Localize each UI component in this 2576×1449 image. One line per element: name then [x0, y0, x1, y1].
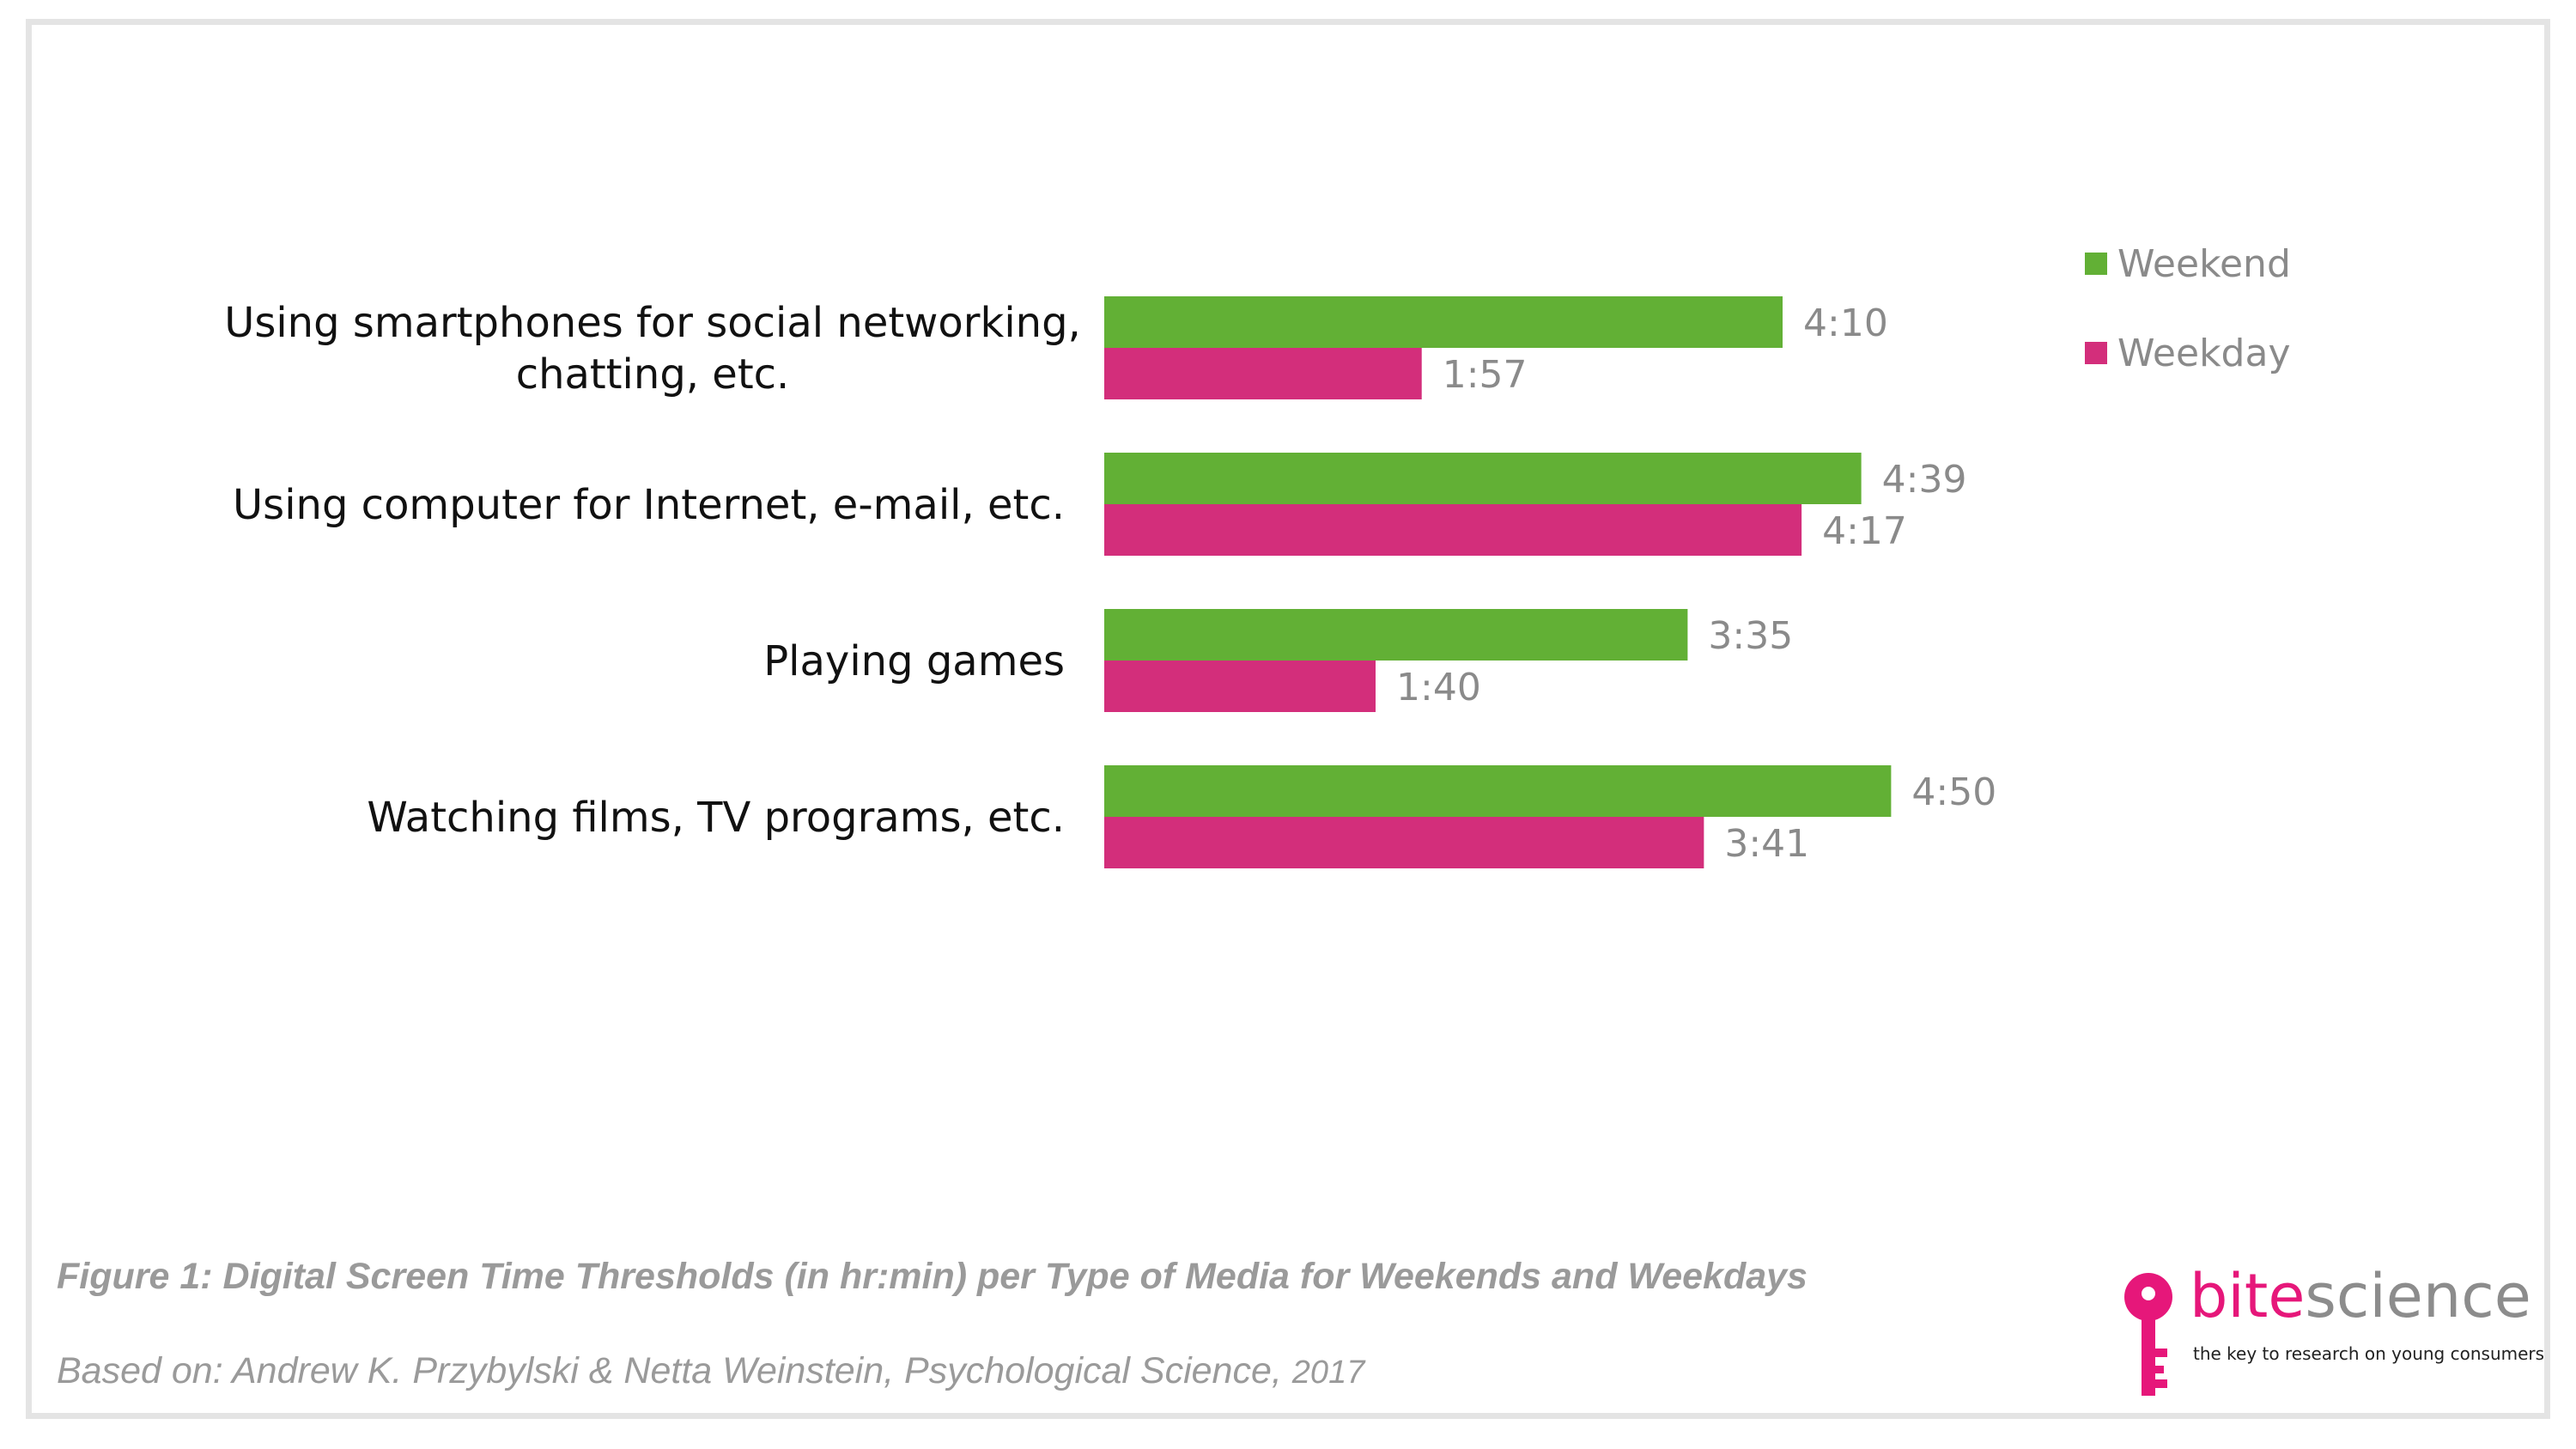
value-label-weekend-2: 3:35: [1708, 614, 1793, 658]
logo-word-part1: bite: [2190, 1261, 2306, 1331]
category-label-0-line2: chatting, etc.: [516, 350, 790, 399]
value-label-weekday-3: 3:41: [1724, 822, 1809, 866]
value-label-weekday-2: 1:40: [1396, 666, 1481, 709]
bar-weekend-0: [1104, 296, 1783, 348]
bars-group: [1104, 296, 1892, 868]
category-label-1: Using computer for Internet, e-mail, etc…: [233, 481, 1065, 529]
category-label-3: Watching films, TV programs, etc.: [367, 794, 1065, 842]
category-label-2: Playing games: [763, 637, 1065, 685]
value-label-weekday-1: 4:17: [1822, 509, 1907, 553]
bar-weekend-3: [1104, 765, 1892, 817]
bitescience-logo: bitescience the key to research on young…: [2121, 1266, 2544, 1398]
legend-swatch-weekend: [2085, 253, 2107, 275]
bar-weekday-0: [1104, 348, 1422, 399]
legend: Weekend Weekday: [2085, 242, 2291, 375]
source-text: Based on: Andrew K. Przybylski & Netta W…: [57, 1350, 1282, 1391]
bar-weekend-2: [1104, 609, 1688, 661]
logo-tagline: the key to research on young consumers: [2193, 1343, 2545, 1364]
value-label-weekend-0: 4:10: [1803, 301, 1888, 345]
figure-frame: [26, 19, 2550, 1419]
figure-caption: Figure 1: Digital Screen Time Thresholds…: [57, 1256, 1807, 1297]
bar-weekend-1: [1104, 453, 1862, 504]
bar-weekday-2: [1104, 661, 1376, 712]
key-icon: [2124, 1273, 2172, 1396]
logo-word-part2: science: [2305, 1261, 2531, 1331]
source-year: 2017: [1291, 1355, 1365, 1391]
bar-weekday-1: [1104, 504, 1802, 556]
source-citation: Based on: Andrew K. Przybylski & Netta W…: [57, 1350, 1364, 1392]
category-labels: Using smartphones for social networking,…: [224, 299, 1081, 842]
value-label-weekend-3: 4:50: [1911, 770, 1996, 814]
logo-wordmark: bitescience: [2190, 1266, 2531, 1326]
bar-weekday-3: [1104, 817, 1704, 868]
legend-swatch-weekday: [2085, 342, 2107, 364]
legend-label-weekend: Weekend: [2117, 242, 2291, 286]
category-label-0-line1: Using smartphones for social networking,: [224, 299, 1081, 347]
value-labels: 4:10 1:57 4:39 4:17 3:35 1:40 4:50 3:41: [1396, 301, 1996, 866]
value-label-weekend-1: 4:39: [1882, 458, 1967, 502]
value-label-weekday-0: 1:57: [1443, 353, 1528, 397]
legend-label-weekday: Weekday: [2117, 332, 2290, 375]
